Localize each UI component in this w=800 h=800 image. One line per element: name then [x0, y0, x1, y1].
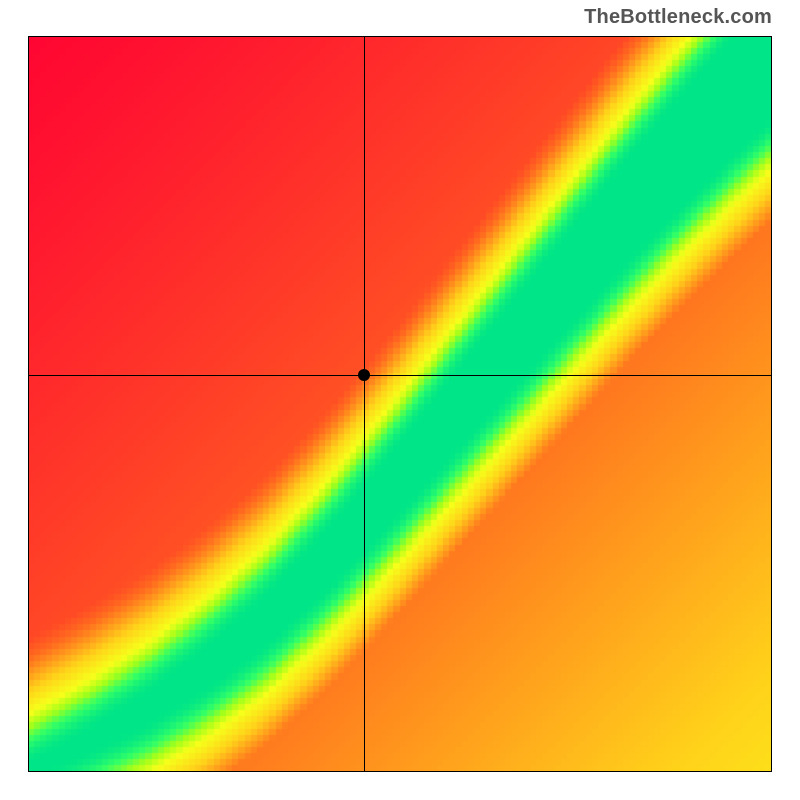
page-root: TheBottleneck.com [0, 0, 800, 800]
heatmap-canvas [28, 36, 772, 772]
bottleneck-heatmap [28, 36, 772, 772]
watermark-text: TheBottleneck.com [584, 6, 772, 29]
